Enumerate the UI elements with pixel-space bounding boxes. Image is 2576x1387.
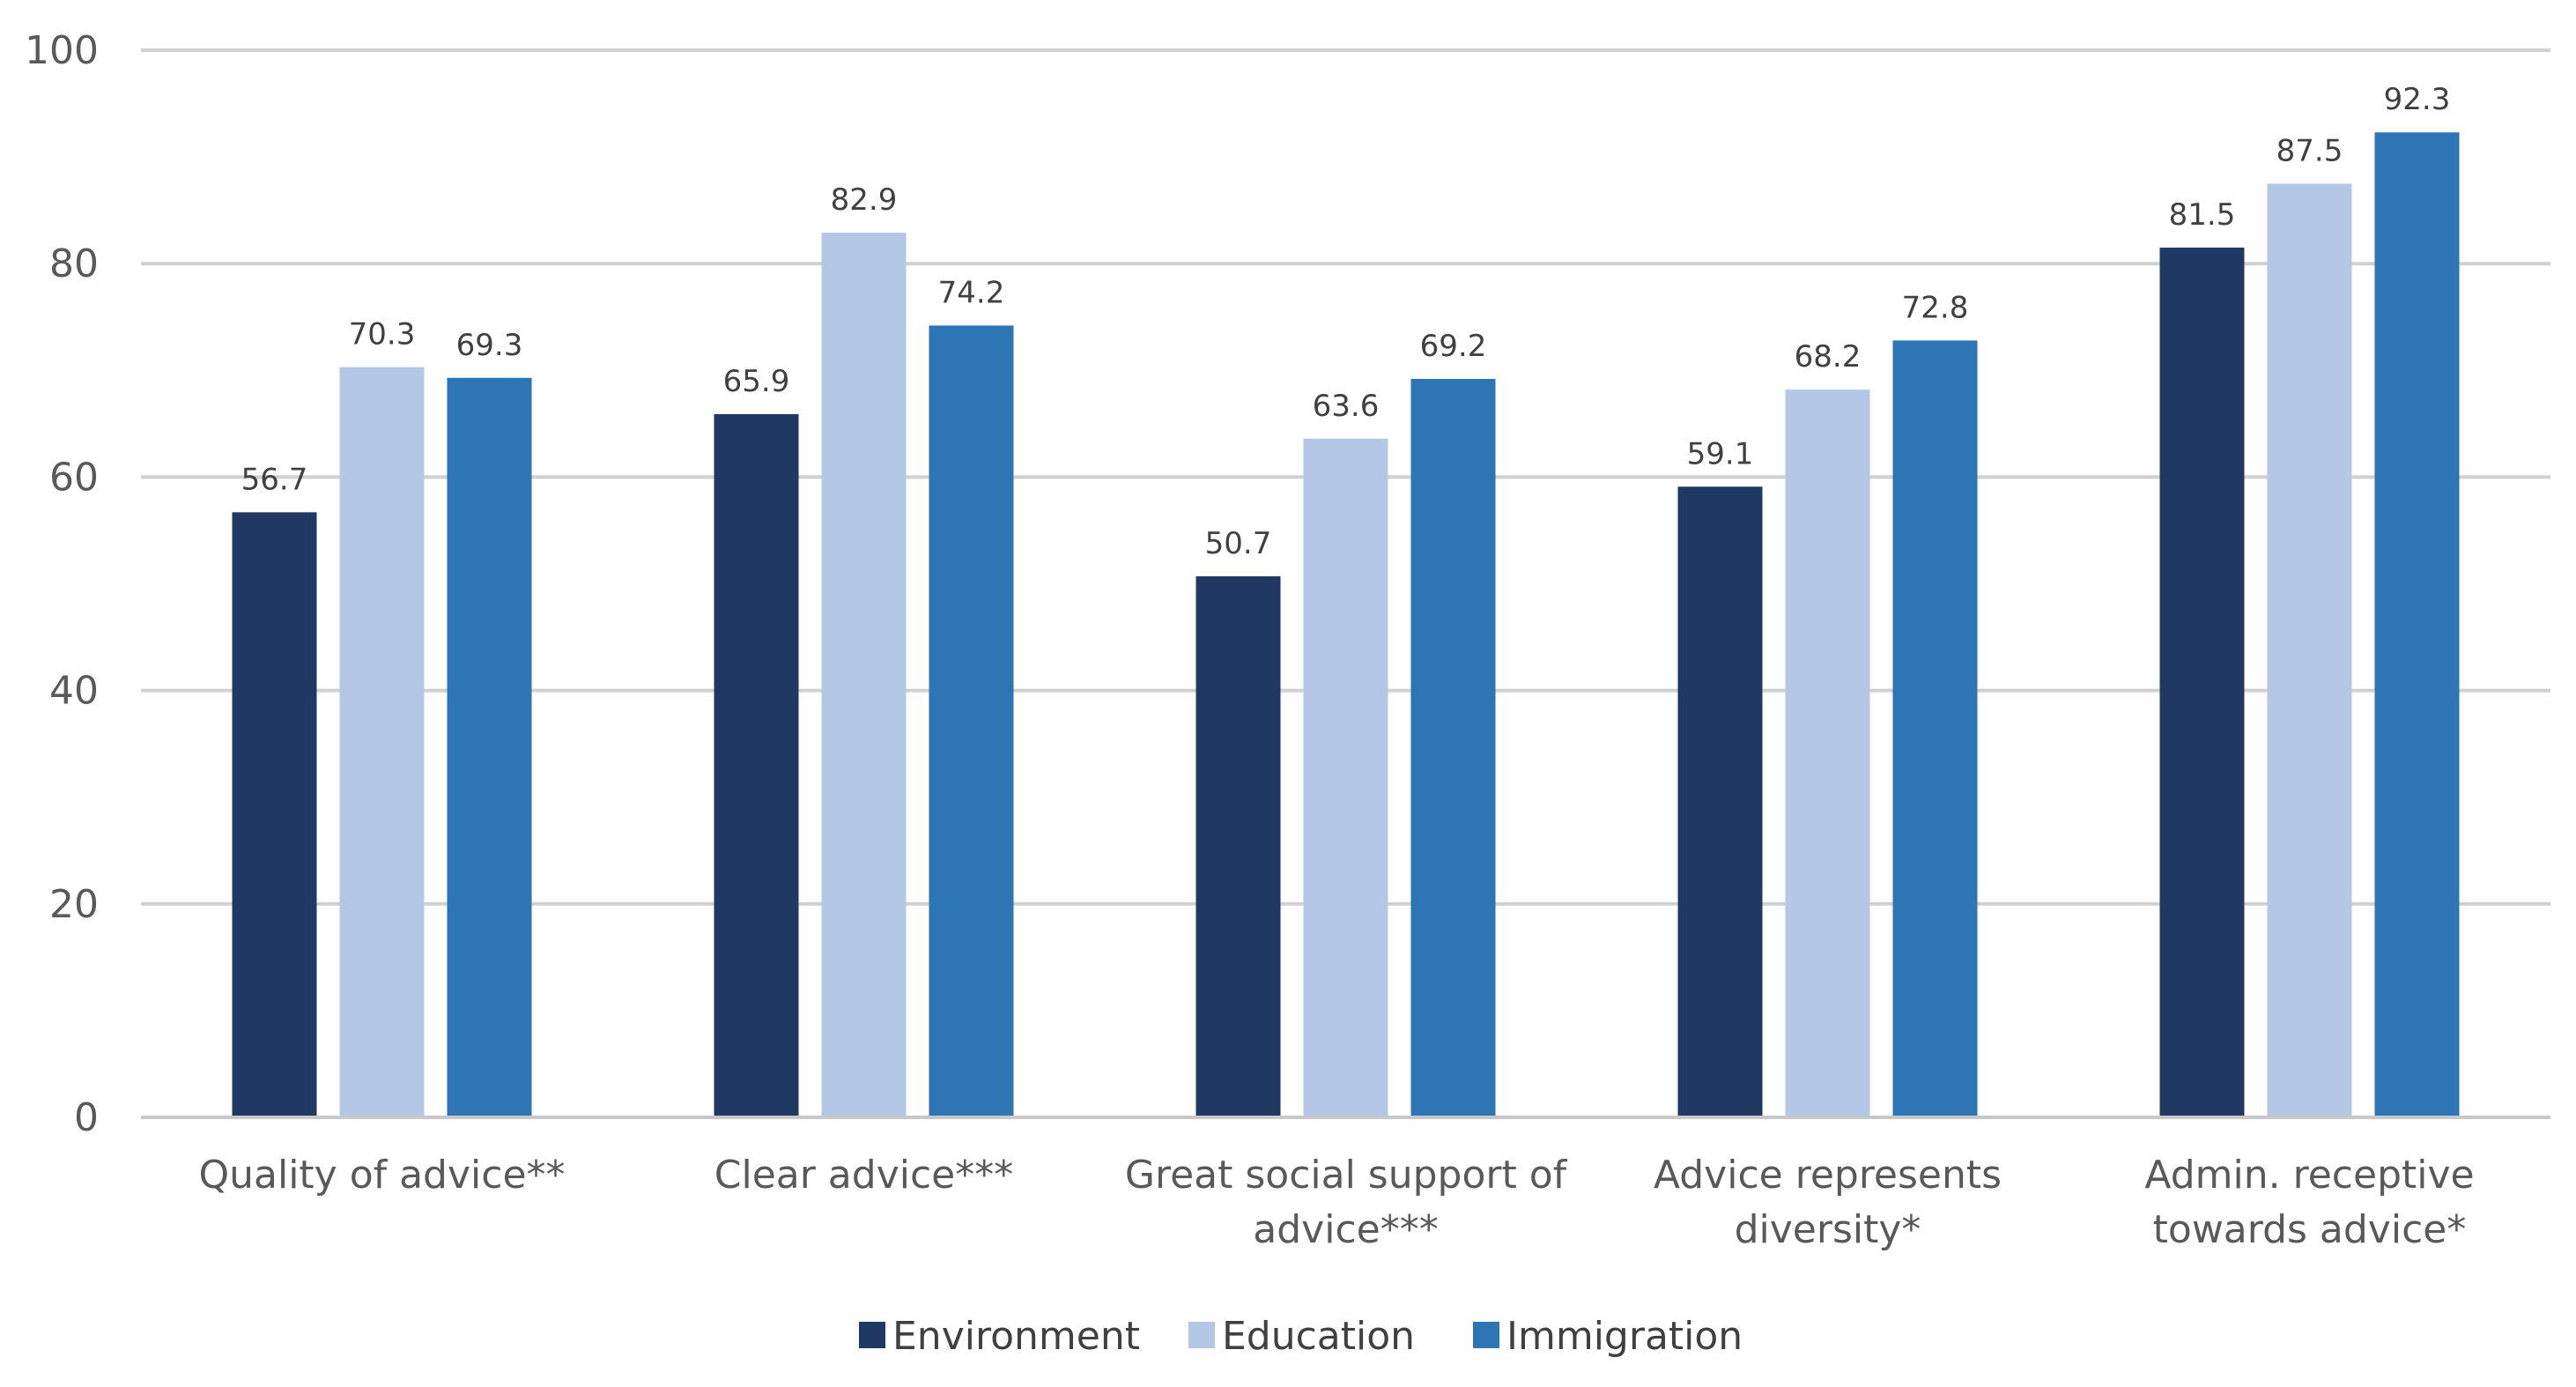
bar-immigration-3 [1892,340,1978,1118]
y-tick-label: 40 [49,669,99,714]
category-label: Great social support of [1125,1153,1568,1198]
legend-item-environment[interactable]: Environment [859,1314,1140,1359]
legend-label-immigration: Immigration [1506,1314,1743,1359]
bar-education-1 [821,233,907,1117]
y-tick-label: 20 [49,882,99,927]
data-label-environment-0: 56.7 [241,462,308,497]
bar-immigration-0 [447,377,532,1118]
category-label: diversity* [1735,1207,1921,1252]
legend-label-education: Education [1222,1314,1415,1359]
data-label-immigration-2: 69.2 [1420,329,1487,364]
legend-item-immigration[interactable]: Immigration [1473,1314,1743,1359]
data-label-environment-2: 50.7 [1205,526,1272,561]
legend-label-environment: Environment [892,1314,1140,1359]
bar-education-3 [1785,389,1870,1117]
y-tick-label: 60 [49,455,99,500]
data-label-immigration-4: 92.3 [2384,82,2451,117]
bar-environment-2 [1195,576,1281,1117]
y-tick-label: 100 [25,28,99,73]
data-label-education-4: 87.5 [2276,133,2343,168]
bar-environment-1 [714,413,799,1117]
y-tick-label: 0 [74,1095,99,1140]
legend-swatch-immigration [1473,1322,1499,1348]
category-labels: Quality of advice** Clear advice*** Great … [198,1153,2474,1252]
bar-immigration-2 [1410,378,1496,1117]
category-label: Advice represents [1654,1153,2002,1198]
data-label-environment-3: 59.1 [1687,436,1754,471]
category-label: Quality of advice** [198,1153,565,1198]
bar-environment-0 [232,512,317,1117]
data-label-environment-4: 81.5 [2169,197,2236,233]
data-label-education-3: 68.2 [1795,339,1862,375]
data-label-immigration-0: 69.3 [456,328,523,363]
legend-swatch-education [1188,1322,1215,1348]
legend[interactable]: Environment Education Immigration [859,1314,1743,1359]
bar-environment-3 [1677,486,1763,1117]
bar-immigration-4 [2374,132,2460,1118]
data-label-environment-1: 65.9 [723,364,790,399]
legend-swatch-environment [859,1322,885,1348]
bar-environment-4 [2159,248,2245,1117]
bar-education-2 [1303,438,1388,1118]
y-axis-ticks: 0 20 40 60 80 100 [25,28,99,1140]
data-label-immigration-3: 72.8 [1902,290,1969,325]
data-label-immigration-1: 74.2 [938,275,1005,310]
legend-item-education[interactable]: Education [1188,1314,1415,1359]
category-label: advice*** [1253,1207,1438,1252]
category-label: towards advice* [2153,1207,2467,1252]
data-label-education-2: 63.6 [1313,389,1380,424]
data-label-education-0: 70.3 [349,317,416,352]
data-labels: 56.7 65.9 50.7 59.1 81.5 70.3 82.9 63.6 68.2 87.5… [241,82,2451,561]
category-label: Admin. receptive [2144,1153,2474,1198]
data-label-education-1: 82.9 [831,182,898,218]
category-label: Clear advice*** [714,1153,1013,1198]
y-tick-label: 80 [49,241,99,286]
bar-immigration-1 [929,325,1014,1117]
bars [232,132,2460,1118]
bar-education-0 [339,367,425,1117]
bar-education-4 [2267,183,2352,1117]
